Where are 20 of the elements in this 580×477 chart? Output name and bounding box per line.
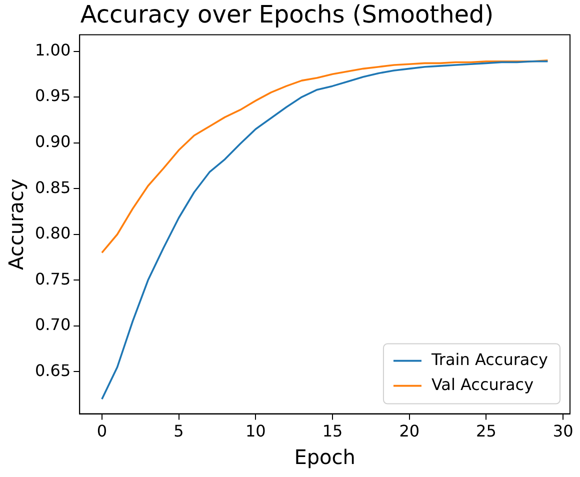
y-tick-label: 1.00 [35, 40, 71, 60]
y-tick-label: 0.65 [35, 360, 71, 380]
y-tick-label: 0.75 [35, 269, 71, 288]
y-tick-label: 0.80 [35, 224, 71, 243]
y-tick-label: 0.90 [35, 132, 71, 151]
x-tick-label: 5 [174, 422, 184, 441]
x-tick-label: 10 [245, 422, 266, 441]
y-tick-label: 0.85 [35, 178, 71, 197]
x-axis-title: Epoch [294, 445, 356, 470]
x-tick-label: 30 [552, 422, 574, 441]
legend-label: Train Accuracy [430, 350, 548, 369]
y-tick-label: 0.70 [35, 315, 71, 334]
x-tick-label: 25 [476, 422, 496, 441]
chart-title: Accuracy over Epochs (Smoothed) [80, 0, 494, 29]
x-tick-label: 15 [322, 422, 343, 441]
legend-label: Val Accuracy [431, 374, 534, 394]
y-tick-label: 0.95 [35, 86, 71, 106]
y-axis-title: Accuracy [4, 178, 28, 270]
x-tick-label: 20 [399, 422, 420, 441]
x-tick-label: 0 [96, 422, 108, 441]
